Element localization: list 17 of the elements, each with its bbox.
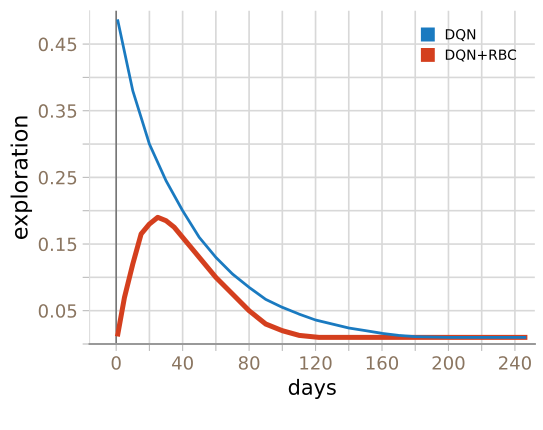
x-axis-title: days	[288, 378, 336, 399]
x-tick-label: 240	[499, 356, 531, 370]
y-tick-label: 0.15	[38, 237, 76, 252]
x-tick-label: 120	[300, 356, 332, 370]
y-tick-label: 0.25	[38, 170, 76, 184]
x-tick-label: 200	[432, 356, 464, 370]
y-axis-title: exploration	[10, 116, 32, 239]
x-tick-label: 40	[172, 356, 193, 370]
legend-label: DQN	[446, 29, 476, 42]
line-series	[116, 19, 526, 339]
x-tick-label: 80	[238, 356, 260, 370]
legend-label: DQN+RBC	[446, 49, 516, 62]
y-tick-label: 0.05	[38, 304, 76, 318]
y-tick-label: 0.45	[38, 38, 76, 52]
x-tick-label: 160	[366, 356, 398, 370]
x-tick-label: 0	[112, 356, 121, 370]
y-tick-label: 0.35	[38, 104, 76, 118]
